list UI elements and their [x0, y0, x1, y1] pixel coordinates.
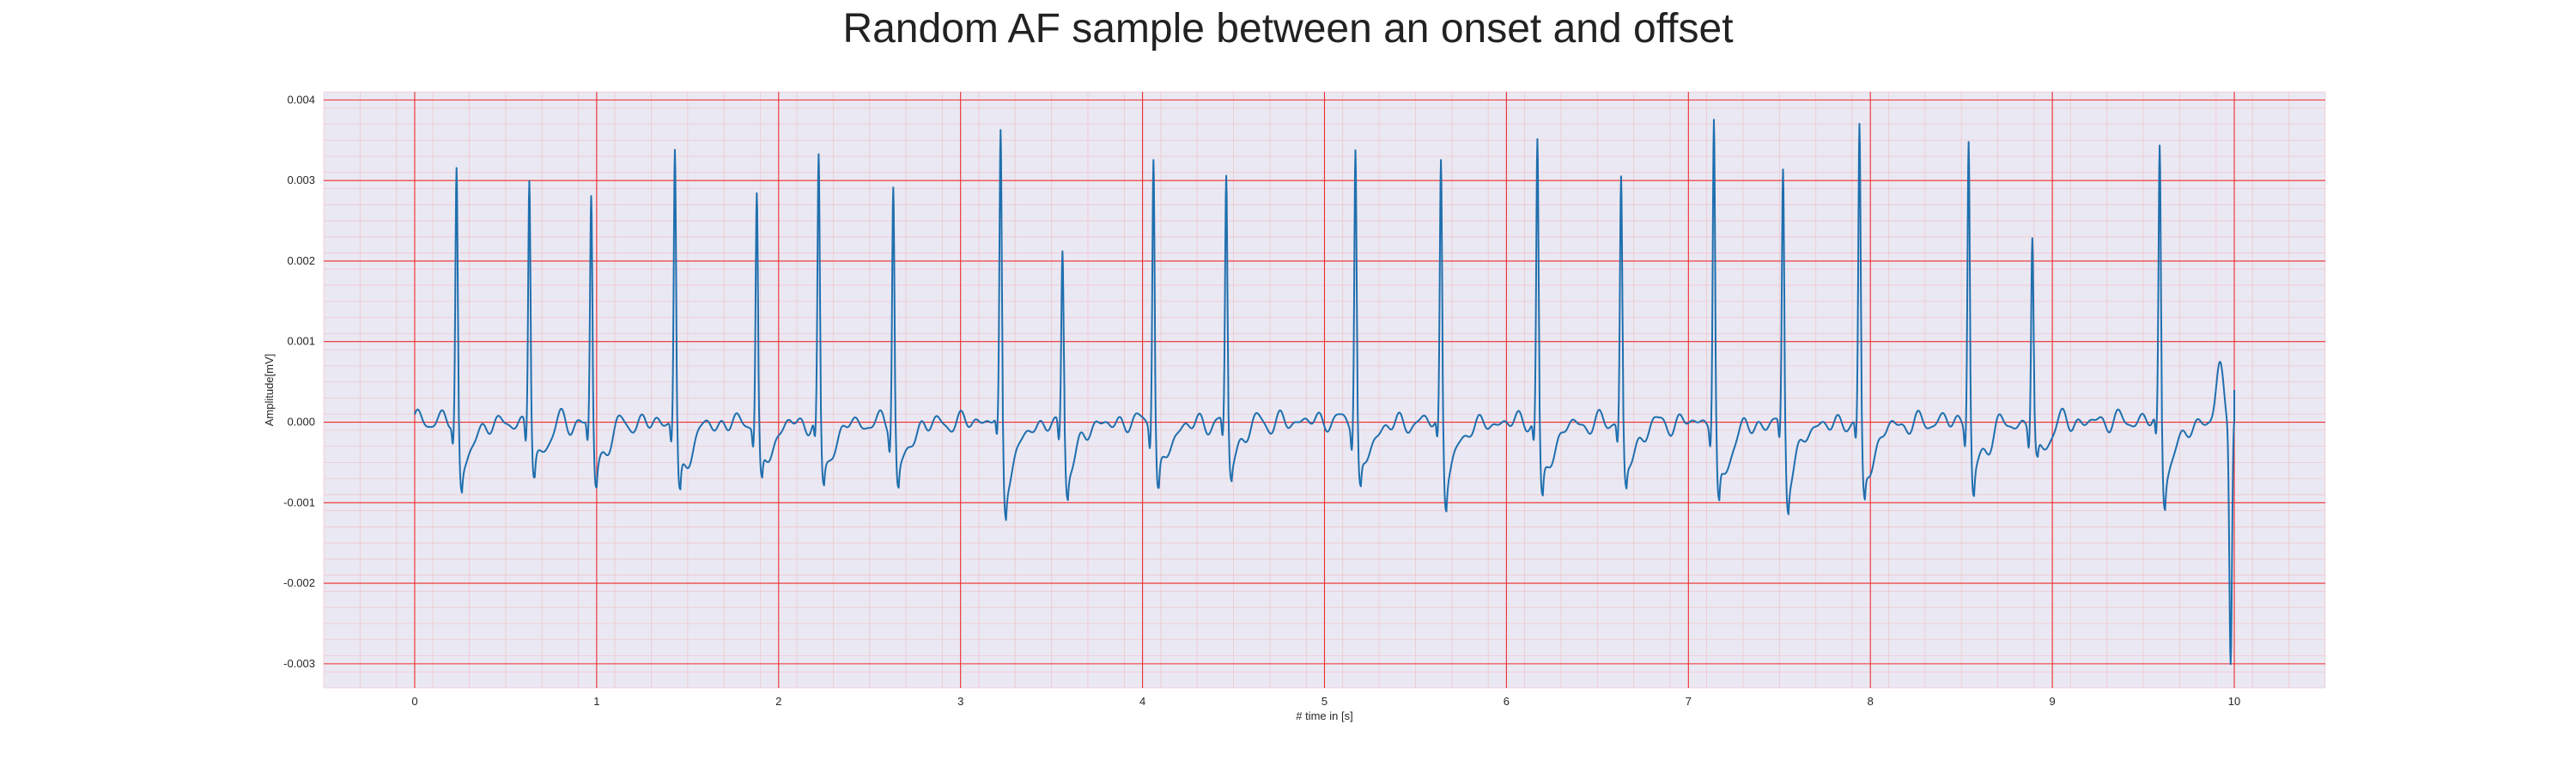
y-tick-label: 0.000: [287, 416, 315, 429]
chart-title: Random AF sample between an onset and of…: [842, 6, 1734, 52]
x-tick-label: 4: [1139, 695, 1145, 708]
x-tick-label: 2: [775, 695, 781, 708]
r-peak-point: [1440, 163, 1442, 165]
x-tick-label: 1: [593, 695, 599, 708]
r-peak-point: [2032, 236, 2033, 238]
r-peak-point: [1620, 180, 1622, 181]
y-tick-label: 0.004: [287, 93, 315, 106]
r-peak-point: [1536, 143, 1538, 145]
r-peak-point: [892, 184, 894, 186]
y-tick-label: 0.002: [287, 254, 315, 267]
r-peak-point: [1859, 131, 1861, 133]
y-tick-label: -0.001: [283, 496, 315, 508]
r-peak-point: [999, 139, 1001, 141]
r-peak-point: [2159, 149, 2160, 151]
y-tick-label: 0.001: [287, 335, 315, 348]
r-peak-point: [1355, 148, 1357, 149]
r-peak-point: [1225, 180, 1227, 181]
x-tick-label: 7: [1686, 695, 1692, 708]
x-tick-label: 9: [2050, 695, 2056, 708]
r-peak-point: [1713, 122, 1715, 124]
r-peak-point: [456, 172, 458, 173]
y-axis-label: Amplitude[mV]: [263, 354, 276, 427]
r-peak-point: [591, 196, 592, 198]
y-tick-label: -0.002: [283, 576, 315, 589]
x-tick-label: 5: [1321, 695, 1327, 708]
r-peak-point: [1061, 248, 1063, 250]
r-peak-point: [1968, 139, 1970, 141]
r-peak-point: [1152, 151, 1154, 153]
ecg-signal-line: [414, 119, 2236, 666]
x-tick-label: 8: [1868, 695, 1874, 708]
r-peak-point: [817, 162, 819, 164]
x-tick-label: 6: [1504, 695, 1510, 708]
r-peak-point: [756, 196, 757, 198]
r-peak-point: [528, 175, 530, 177]
r-peak-point: [1783, 172, 1784, 173]
r-peak-point: [674, 151, 676, 153]
x-tick-label: 3: [957, 695, 963, 708]
y-tick-label: 0.003: [287, 173, 315, 186]
x-tick-label: 10: [2228, 695, 2240, 708]
x-tick-label: 0: [411, 695, 417, 708]
y-tick-label: -0.003: [283, 657, 315, 670]
x-axis-label: # time in [s]: [1296, 709, 1352, 722]
